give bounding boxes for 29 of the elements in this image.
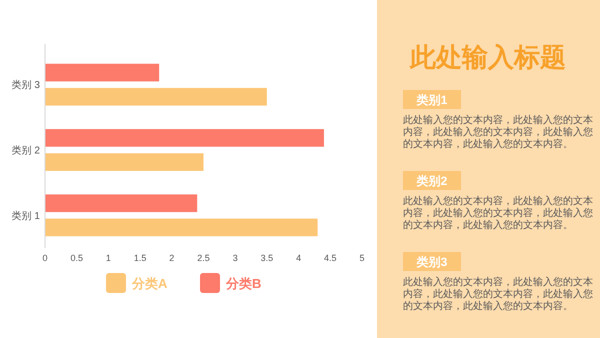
text: 此处输入您的文本内容，此处输入您的文本内容，此处输入您的文本内容，此处输入您的文本内容，此处输入您的文本内容。 bbox=[403, 114, 593, 150]
y-tick-label: 类别 3 bbox=[12, 79, 40, 92]
text: 此处输入标题 bbox=[409, 42, 566, 72]
legend-label: 分类B bbox=[225, 276, 262, 291]
y-tick-label: 类别 2 bbox=[12, 144, 40, 156]
y-tick-label: 类别 1 bbox=[12, 210, 40, 222]
x-tick-label: 3.5 bbox=[260, 253, 274, 263]
x-tick-label: 2.5 bbox=[197, 253, 210, 263]
x-tick-label: 0 bbox=[42, 253, 48, 263]
text: 类别3 bbox=[416, 255, 448, 269]
x-tick-label: 1.5 bbox=[134, 253, 146, 263]
bar bbox=[45, 129, 324, 147]
x-tick-label: 4 bbox=[296, 253, 302, 263]
bar bbox=[45, 88, 267, 106]
text: 此处输入您的文本内容，此处输入您的文本内容，此处输入您的文本内容，此处输入您的文本内容，此处输入您的文本内容。 bbox=[403, 276, 593, 312]
text: 此处输入您的文本内容，此处输入您的文本内容，此处输入您的文本内容，此处输入您的文本内容，此处输入您的文本内容。 bbox=[403, 195, 593, 231]
x-tick-label: 0.5 bbox=[70, 253, 83, 263]
bar bbox=[45, 194, 198, 212]
bar bbox=[45, 64, 160, 82]
bar bbox=[45, 153, 204, 171]
x-tick-label: 5 bbox=[359, 253, 365, 263]
text: 类别2 bbox=[416, 174, 448, 188]
bar bbox=[45, 218, 318, 236]
legend-label: 分类A bbox=[131, 276, 168, 291]
x-tick-label: 4.5 bbox=[324, 253, 337, 263]
x-tick-label: 3 bbox=[232, 253, 238, 263]
x-tick-label: 2 bbox=[169, 253, 174, 263]
x-tick-label: 1 bbox=[106, 253, 111, 263]
text: 类别1 bbox=[416, 93, 448, 107]
